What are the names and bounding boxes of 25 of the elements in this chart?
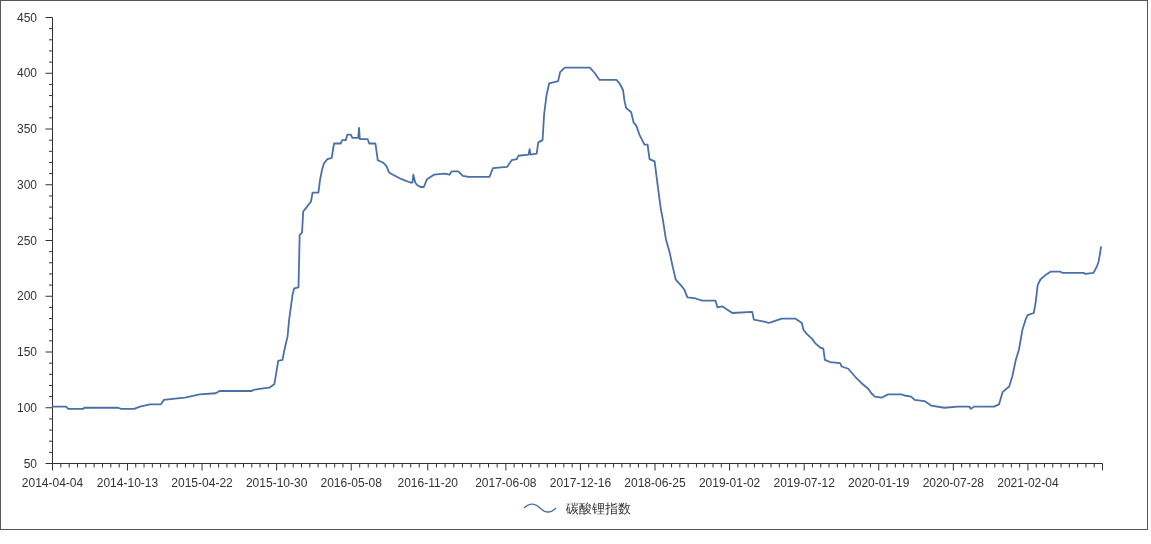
x-tick-label: 2014-10-13 (96, 476, 159, 490)
x-tick-label: 2018-06-25 (624, 476, 687, 490)
x-tick-label: 2017-06-08 (475, 476, 537, 490)
legend-label: 碳酸锂指数 (565, 500, 631, 516)
y-tick-label: 50 (23, 456, 38, 471)
x-tick-label: 2014-04-04 (21, 476, 84, 490)
x-tick-label: 2020-01-19 (848, 476, 910, 490)
y-tick-label: 450 (16, 10, 38, 25)
y-tick-label: 250 (16, 233, 38, 248)
y-tick-label: 200 (16, 289, 38, 304)
x-tick-label: 2019-07-12 (773, 476, 836, 490)
x-tick-label: 2019-01-02 (698, 476, 761, 490)
x-tick-label: 2015-04-22 (171, 476, 234, 490)
y-tick-label: 350 (16, 122, 38, 136)
x-tick-label: 2016-05-08 (320, 476, 383, 490)
x-tick-label: 2015-10-30 (245, 476, 308, 490)
y-tick-label: 400 (16, 66, 38, 81)
line-series (51, 66, 1102, 410)
x-tick-label: 2021-02-04 (997, 476, 1059, 490)
x-tick-label: 2020-07-28 (922, 476, 985, 490)
x-tick-label: 2016-11-20 (397, 476, 459, 490)
y-tick-label: 150 (16, 345, 38, 359)
x-tick-label: 2017-12-16 (549, 476, 612, 490)
y-tick-label: 300 (16, 177, 38, 192)
y-tick-label: 100 (16, 400, 38, 415)
